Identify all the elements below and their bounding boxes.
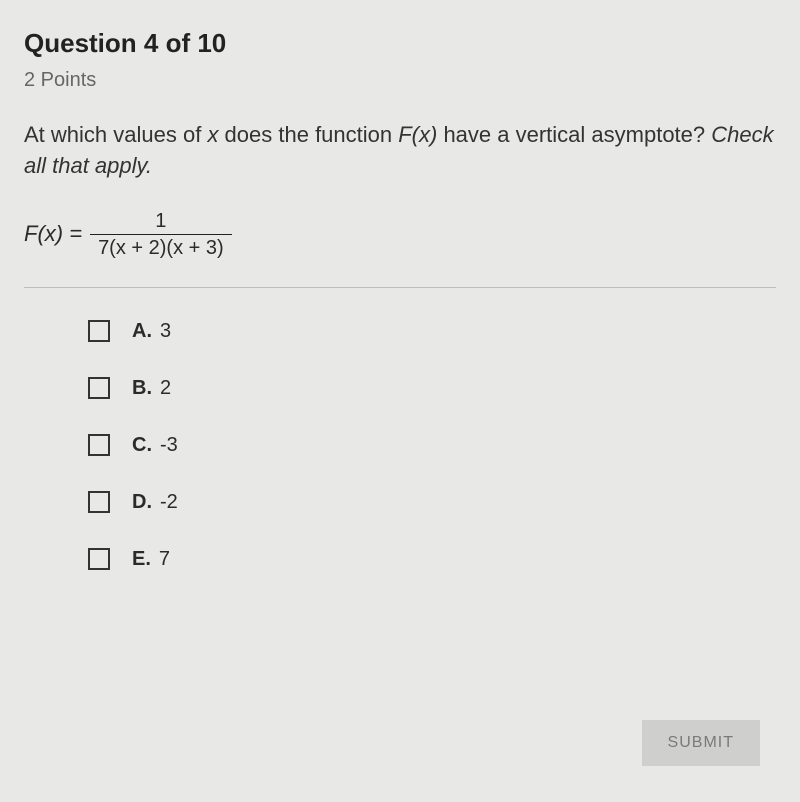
option-letter: B.: [132, 377, 152, 400]
formula-numerator: 1: [147, 210, 174, 234]
checkbox-icon[interactable]: [88, 320, 110, 342]
prompt-text-post: have a vertical asymptote?: [437, 122, 711, 147]
option-value: 2: [160, 377, 171, 400]
formula-fraction: 1 7(x + 2)(x + 3): [90, 210, 232, 259]
prompt-text-mid: does the function: [218, 122, 398, 147]
option-b[interactable]: B. 2: [88, 377, 776, 400]
option-value: -2: [160, 491, 178, 514]
option-e[interactable]: E. 7: [88, 548, 776, 571]
checkbox-icon[interactable]: [88, 548, 110, 570]
option-d[interactable]: D. -2: [88, 491, 776, 514]
option-value: -3: [160, 434, 178, 457]
formula-lhs: F(x) =: [24, 221, 82, 247]
option-c[interactable]: C. -3: [88, 434, 776, 457]
checkbox-icon[interactable]: [88, 377, 110, 399]
option-letter: C.: [132, 434, 152, 457]
prompt-function: F(x): [398, 122, 437, 147]
option-a[interactable]: A. 3: [88, 320, 776, 343]
submit-button[interactable]: SUBMIT: [642, 720, 760, 766]
option-letter: E.: [132, 548, 151, 571]
question-title: Question 4 of 10: [24, 28, 776, 59]
option-value: 7: [159, 548, 170, 571]
formula: F(x) = 1 7(x + 2)(x + 3): [24, 210, 776, 259]
option-letter: D.: [132, 491, 152, 514]
checkbox-icon[interactable]: [88, 434, 110, 456]
option-value: 3: [160, 320, 171, 343]
prompt-text-pre: At which values of: [24, 122, 207, 147]
question-points: 2 Points: [24, 69, 776, 92]
option-letter: A.: [132, 320, 152, 343]
formula-denominator: 7(x + 2)(x + 3): [90, 234, 232, 259]
checkbox-icon[interactable]: [88, 491, 110, 513]
question-prompt: At which values of x does the function F…: [24, 120, 776, 182]
section-divider: [24, 287, 776, 288]
prompt-variable: x: [207, 122, 218, 147]
options-list: A. 3 B. 2 C. -3 D. -2 E. 7: [24, 320, 776, 571]
